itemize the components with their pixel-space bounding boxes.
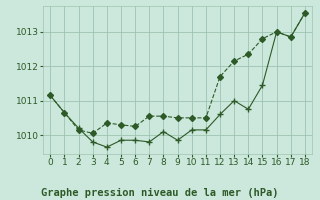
Text: Graphe pression niveau de la mer (hPa): Graphe pression niveau de la mer (hPa) — [41, 188, 279, 198]
